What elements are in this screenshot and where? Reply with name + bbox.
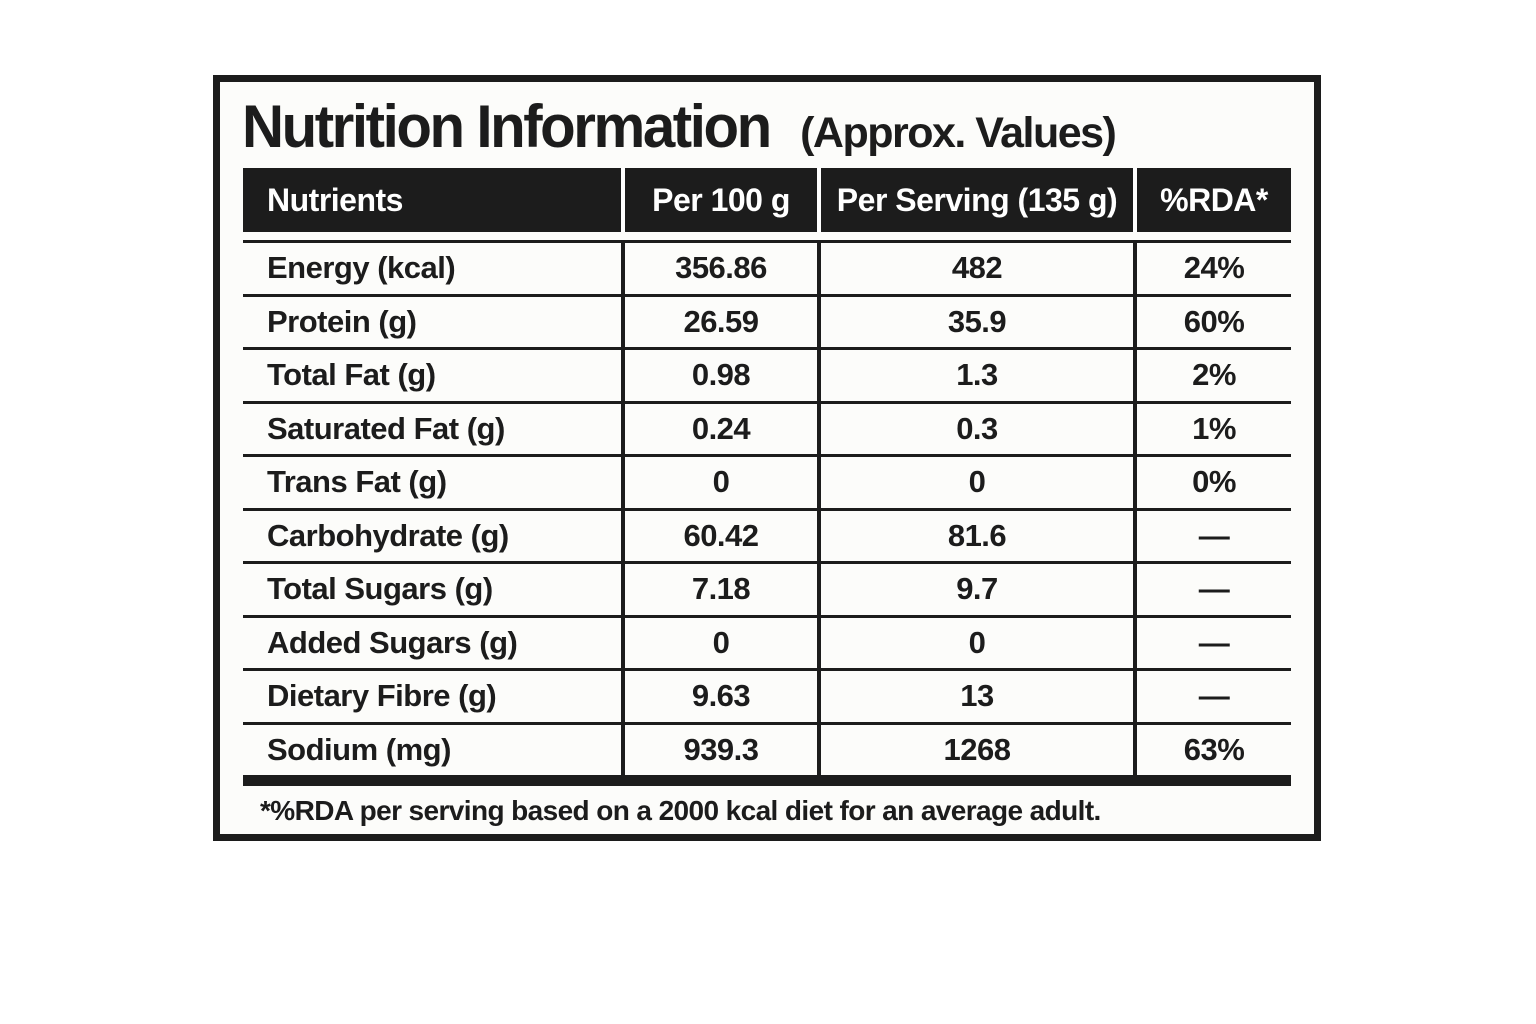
per-serving-value: 9.7	[817, 564, 1133, 615]
rda-value: —	[1133, 564, 1291, 615]
per-serving-value: 482	[817, 243, 1133, 294]
rda-value: —	[1133, 510, 1291, 561]
per-100g-value: 0.24	[621, 403, 817, 454]
table-row: Dietary Fibre (g) 9.63 13 —	[243, 668, 1291, 722]
rda-value: 60%	[1133, 296, 1291, 347]
rda-value: 63%	[1133, 724, 1291, 775]
label-title: Nutrition Information (Approx. Values)	[242, 92, 1117, 161]
nutrient-label: Energy (kcal)	[267, 250, 456, 286]
per-100g-value: 7.18	[621, 564, 817, 615]
table-row: Carbohydrate (g) 60.42 81.6 —	[243, 507, 1291, 561]
per-100g-value: 0	[621, 617, 817, 668]
rda-footnote: *%RDA per serving based on a 2000 kcal d…	[260, 795, 1101, 826]
column-header-per-serving: Per Serving (135 g)	[817, 168, 1133, 232]
rda-value: —	[1133, 671, 1291, 722]
nutrient-label: Total Fat (g)	[267, 357, 436, 393]
nutrient-label: Protein (g)	[267, 303, 417, 339]
per-100g-value: 0	[621, 457, 817, 508]
table-row: Total Fat (g) 0.98 1.3 2%	[243, 347, 1291, 401]
nutrition-label-panel: Nutrition Information (Approx. Values) N…	[213, 75, 1321, 841]
table-row: Protein (g) 26.59 35.9 60%	[243, 293, 1291, 347]
per-serving-value: 0	[817, 457, 1133, 508]
per-serving-value: 81.6	[817, 510, 1133, 561]
per-serving-value: 0	[817, 617, 1133, 668]
table-row: Total Sugars (g) 7.18 9.7 —	[243, 561, 1291, 615]
nutrient-label: Sodium (mg)	[267, 731, 451, 767]
nutrient-label: Trans Fat (g)	[267, 464, 447, 500]
rda-value: 1%	[1133, 403, 1291, 454]
nutrient-label: Dietary Fibre (g)	[267, 678, 497, 714]
per-100g-value: 9.63	[621, 671, 817, 722]
per-100g-value: 26.59	[621, 296, 817, 347]
column-header-nutrients: Nutrients	[267, 181, 403, 218]
table-body: Energy (kcal) 356.86 482 24% Protein (g)…	[243, 240, 1291, 775]
rda-value: 24%	[1133, 243, 1291, 294]
per-100g-value: 60.42	[621, 510, 817, 561]
rda-value: —	[1133, 617, 1291, 668]
label-title-suffix: (Approx. Values)	[800, 109, 1117, 157]
table-row: Trans Fat (g) 0 0 0%	[243, 454, 1291, 508]
nutrient-label: Added Sugars (g)	[267, 624, 518, 660]
label-title-main: Nutrition Information	[242, 93, 772, 160]
column-header-per-100g: Per 100 g	[621, 168, 817, 232]
per-serving-value: 0.3	[817, 403, 1133, 454]
per-serving-value: 1268	[817, 724, 1133, 775]
per-100g-value: 356.86	[621, 243, 817, 294]
per-serving-value: 1.3	[817, 350, 1133, 401]
table-row: Energy (kcal) 356.86 482 24%	[243, 240, 1291, 294]
table-row: Saturated Fat (g) 0.24 0.3 1%	[243, 400, 1291, 454]
per-serving-value: 35.9	[817, 296, 1133, 347]
bottom-rule	[243, 775, 1291, 786]
column-header-rda: %RDA*	[1133, 168, 1291, 232]
table-row: Sodium (mg) 939.3 1268 63%	[243, 721, 1291, 775]
nutrient-label: Saturated Fat (g)	[267, 410, 505, 446]
nutrient-label: Total Sugars (g)	[267, 571, 493, 607]
rda-value: 2%	[1133, 350, 1291, 401]
nutrient-label: Carbohydrate (g)	[267, 517, 509, 553]
per-serving-value: 13	[817, 671, 1133, 722]
table-header-row: Nutrients Per 100 g Per Serving (135 g) …	[243, 168, 1291, 232]
rda-value: 0%	[1133, 457, 1291, 508]
per-100g-value: 939.3	[621, 724, 817, 775]
table-row: Added Sugars (g) 0 0 —	[243, 614, 1291, 668]
per-100g-value: 0.98	[621, 350, 817, 401]
